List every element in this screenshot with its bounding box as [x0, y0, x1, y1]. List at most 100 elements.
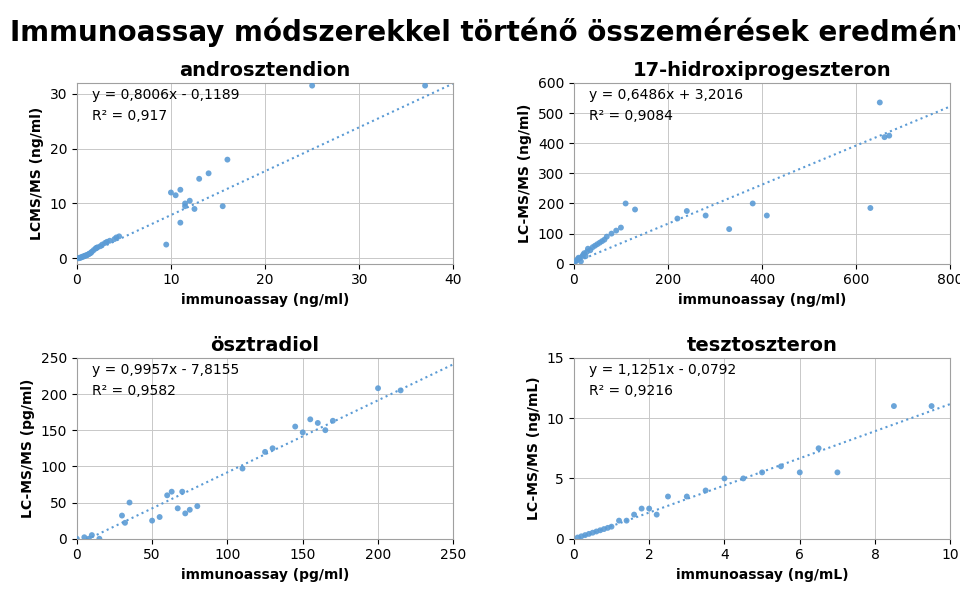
Point [578, 530, 593, 540]
Point [77, 533, 92, 542]
Point [568, 256, 584, 265]
Point [77, 252, 92, 261]
Point [265, 443, 280, 453]
Point [170, 504, 185, 513]
Point [175, 487, 190, 497]
Point [107, 234, 122, 244]
Point [94, 240, 109, 249]
Point [872, 98, 887, 107]
Point [304, 81, 320, 91]
Point [80, 250, 95, 260]
Point [679, 492, 694, 501]
Point [84, 248, 99, 258]
Point [75, 252, 90, 262]
Point [108, 233, 124, 242]
Point [609, 226, 624, 236]
Point [88, 244, 104, 253]
Title: 17-hidroxiprogeszteron: 17-hidroxiprogeszteron [633, 61, 892, 80]
Point [111, 231, 127, 241]
Point [79, 251, 94, 260]
Point [152, 512, 167, 522]
Point [641, 504, 657, 513]
Title: tesztoszteron: tesztoszteron [686, 336, 837, 355]
X-axis label: immunoassay (ng/mL): immunoassay (ng/mL) [676, 568, 849, 582]
Point [90, 243, 106, 252]
Point [187, 204, 203, 214]
Point [220, 155, 235, 165]
Y-axis label: LC-MS/MS (ng/mL): LC-MS/MS (ng/mL) [527, 377, 540, 520]
Point [604, 522, 619, 532]
Point [612, 516, 627, 525]
Point [759, 211, 775, 220]
Point [257, 447, 273, 456]
Point [190, 501, 205, 511]
Point [82, 534, 97, 543]
Point [93, 242, 108, 251]
Point [117, 518, 132, 527]
X-axis label: immunoassay (pg/ml): immunoassay (pg/ml) [180, 568, 349, 582]
Point [89, 243, 105, 253]
Point [567, 258, 583, 267]
Point [84, 530, 100, 540]
Point [745, 199, 760, 208]
Point [159, 491, 175, 500]
Point [371, 384, 386, 393]
Point [670, 214, 685, 223]
Point [717, 474, 732, 483]
Point [571, 253, 587, 262]
Point [594, 236, 610, 246]
Point [811, 443, 827, 453]
Text: y = 0,9957x - 7,8155
R² = 0,9582: y = 0,9957x - 7,8155 R² = 0,9582 [92, 363, 239, 398]
Text: y = 1,1251x - 0,0792
R² = 0,9216: y = 1,1251x - 0,0792 R² = 0,9216 [588, 363, 736, 398]
Point [78, 251, 93, 260]
Point [173, 185, 188, 195]
Point [581, 529, 596, 539]
Point [86, 245, 102, 255]
Point [863, 203, 878, 213]
Point [886, 401, 901, 411]
Point [573, 256, 588, 266]
Point [173, 218, 188, 227]
Point [572, 253, 588, 263]
X-axis label: immunoassay (ng/ml): immunoassay (ng/ml) [678, 293, 847, 307]
Point [576, 250, 591, 259]
Point [99, 237, 114, 247]
Point [182, 196, 198, 205]
Point [679, 206, 694, 215]
Point [577, 249, 592, 258]
Point [83, 249, 98, 258]
Point [570, 533, 586, 542]
Point [589, 239, 605, 249]
Point [163, 188, 179, 197]
Point [182, 505, 198, 514]
Point [97, 238, 112, 247]
Point [325, 416, 341, 426]
Point [722, 224, 737, 234]
Point [178, 201, 193, 211]
Point [74, 252, 89, 262]
Point [191, 174, 206, 184]
Point [164, 487, 180, 497]
Point [393, 385, 408, 395]
Point [585, 243, 600, 252]
Point [585, 528, 600, 538]
Point [578, 252, 593, 261]
Point [597, 235, 612, 244]
Point [201, 169, 216, 178]
Y-axis label: LC-MS/MS (pg/ml): LC-MS/MS (pg/ml) [21, 379, 36, 518]
Point [574, 532, 589, 541]
Point [318, 426, 333, 435]
Point [613, 223, 629, 232]
Point [158, 240, 174, 249]
Point [604, 229, 619, 239]
Point [295, 427, 310, 437]
Point [178, 199, 193, 208]
Text: y = 0,8006x - 0,1189
R² = 0,917: y = 0,8006x - 0,1189 R² = 0,917 [92, 88, 239, 123]
Point [82, 249, 97, 259]
Point [596, 525, 612, 534]
Point [310, 418, 325, 427]
Point [102, 236, 117, 246]
Point [792, 468, 807, 477]
Text: y = 0,6486x + 3,2016
R² = 0,9084: y = 0,6486x + 3,2016 R² = 0,9084 [588, 88, 743, 123]
Point [588, 527, 604, 536]
